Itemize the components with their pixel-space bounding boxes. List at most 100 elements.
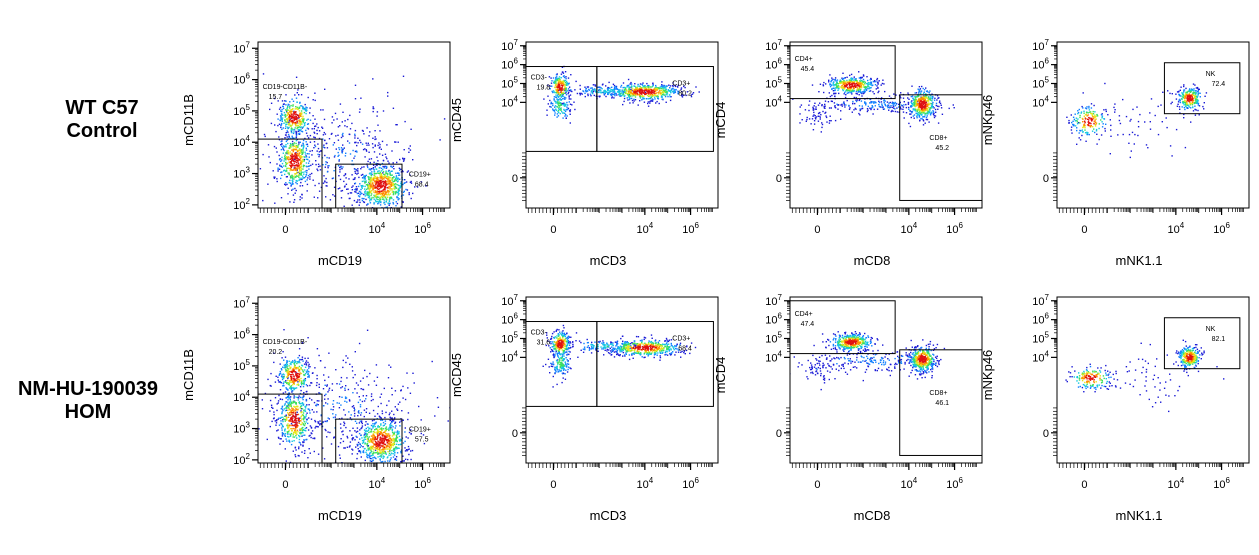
event-point — [651, 94, 654, 96]
event-point — [304, 122, 306, 124]
event-point — [651, 91, 653, 93]
event-point — [285, 152, 287, 154]
event-point — [387, 91, 389, 94]
event-point — [380, 179, 382, 182]
event-point — [293, 119, 296, 121]
event-point — [1183, 113, 1185, 116]
event-point — [324, 139, 326, 142]
event-point — [1187, 98, 1189, 101]
event-point — [370, 193, 373, 195]
event-point — [855, 92, 857, 95]
event-point — [919, 97, 922, 99]
event-point — [372, 183, 374, 186]
event-point — [295, 124, 297, 126]
event-point — [384, 181, 387, 184]
event-point — [292, 144, 294, 146]
event-point — [931, 96, 933, 99]
event-point — [878, 100, 880, 102]
event-point — [326, 142, 328, 145]
event-point — [368, 178, 370, 181]
event-point — [408, 193, 410, 196]
event-point — [846, 86, 848, 89]
event-point — [391, 150, 393, 152]
event-point — [616, 91, 619, 93]
x-tick-label: 0 — [550, 224, 556, 236]
event-point — [295, 181, 297, 184]
event-point — [1199, 96, 1201, 98]
event-point — [284, 155, 286, 158]
event-point — [922, 103, 925, 105]
event-point — [917, 107, 919, 109]
event-point — [648, 87, 650, 90]
event-point — [861, 105, 863, 107]
event-point — [299, 196, 301, 198]
event-point — [384, 153, 387, 155]
event-point — [384, 193, 386, 195]
event-point — [1184, 97, 1186, 99]
event-point — [584, 89, 587, 92]
event-point — [655, 88, 657, 90]
event-point — [854, 84, 856, 87]
event-point — [293, 157, 296, 159]
event-point — [869, 98, 871, 100]
event-point — [348, 133, 350, 135]
event-point — [861, 83, 864, 85]
event-point — [898, 111, 900, 113]
gate-0[interactable] — [1163, 62, 1241, 115]
event-point — [382, 194, 384, 197]
event-point — [871, 106, 874, 108]
event-point — [288, 126, 290, 129]
event-point — [565, 78, 567, 80]
event-point — [815, 106, 817, 108]
event-point — [301, 149, 303, 151]
event-point — [563, 104, 565, 106]
event-point — [857, 91, 859, 93]
event-point — [367, 187, 369, 190]
event-point — [1188, 106, 1191, 108]
event-point — [355, 188, 357, 190]
event-point — [600, 87, 602, 89]
event-point — [300, 181, 302, 184]
event-point — [1191, 97, 1194, 100]
event-point — [352, 185, 354, 187]
event-point — [305, 155, 307, 157]
event-point — [611, 86, 613, 88]
event-point — [325, 185, 327, 187]
event-point — [669, 85, 672, 87]
event-point — [914, 102, 916, 105]
event-point — [911, 95, 914, 97]
event-point — [630, 83, 633, 85]
event-point — [296, 106, 299, 109]
event-point — [792, 98, 794, 100]
event-point — [653, 94, 655, 96]
event-point — [881, 82, 884, 85]
event-point — [568, 98, 570, 100]
event-point — [1176, 105, 1179, 107]
event-point — [298, 94, 300, 96]
event-point — [379, 193, 382, 196]
event-point — [404, 120, 406, 123]
event-point — [920, 113, 922, 115]
event-point — [853, 85, 855, 87]
event-point — [443, 118, 446, 120]
event-point — [285, 110, 288, 112]
event-point — [858, 88, 860, 90]
event-point — [286, 162, 289, 164]
event-point — [1076, 119, 1078, 122]
event-point — [862, 84, 865, 86]
event-point — [642, 91, 644, 93]
event-point — [352, 149, 354, 152]
event-point — [1195, 98, 1197, 100]
event-point — [379, 192, 381, 194]
event-point — [834, 87, 836, 89]
gate-1[interactable] — [596, 66, 714, 152]
event-point — [410, 182, 413, 184]
event-point — [569, 89, 571, 92]
event-point — [287, 149, 289, 152]
event-point — [404, 182, 406, 184]
event-point — [636, 90, 639, 92]
event-point — [1203, 108, 1205, 110]
event-point — [290, 110, 292, 113]
event-point — [281, 143, 283, 145]
event-point — [285, 157, 288, 160]
